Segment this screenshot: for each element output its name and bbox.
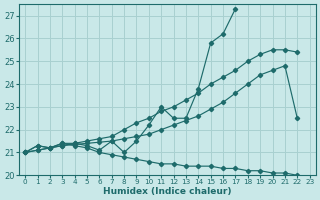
X-axis label: Humidex (Indice chaleur): Humidex (Indice chaleur) — [103, 187, 232, 196]
